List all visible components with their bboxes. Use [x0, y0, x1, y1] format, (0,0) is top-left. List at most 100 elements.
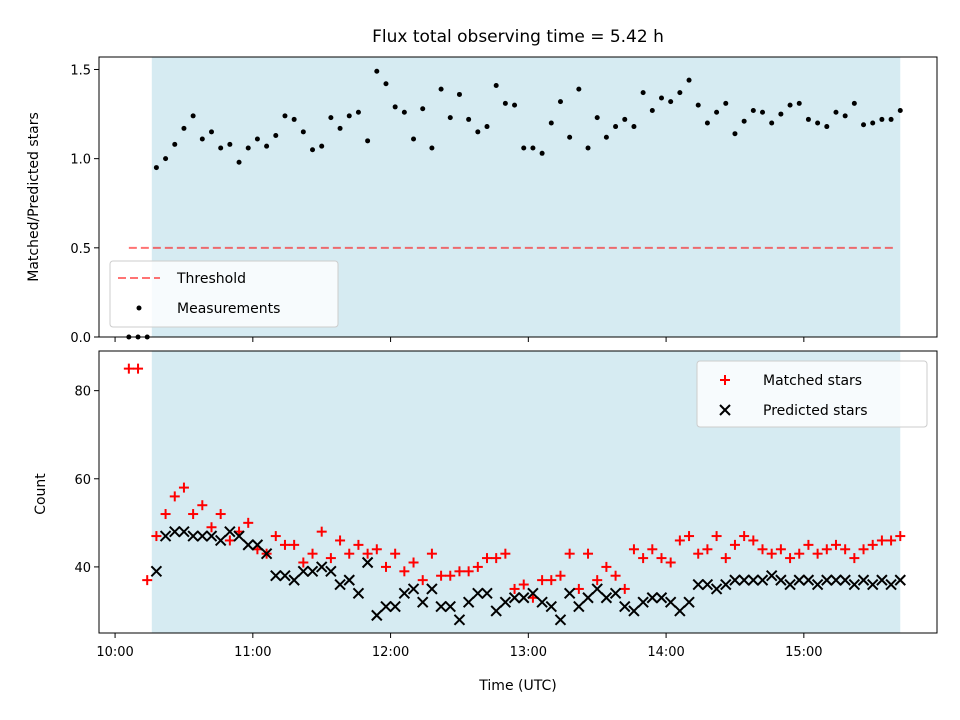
predicted-star-point	[793, 574, 805, 586]
predicted-star-point	[288, 574, 300, 586]
matched-star-point	[224, 535, 235, 546]
predicted-star-point	[169, 525, 181, 538]
predicted-star-point	[573, 600, 585, 613]
bottom-panel: 40 60 80 10:00 11:00 12:00 13:00 14:00 15:00 Co…	[33, 350, 938, 694]
matched-star-point	[684, 531, 695, 542]
measurement-point	[392, 104, 398, 110]
predicted-star-point	[490, 605, 502, 617]
bottom-axes-frame	[98, 350, 938, 634]
matched-star-point	[583, 548, 594, 559]
predicted-star-point	[729, 574, 741, 586]
predicted-star-point	[600, 592, 613, 604]
matched-star-point	[344, 548, 355, 559]
matched-star-point	[123, 363, 134, 374]
matched-star-point	[362, 548, 373, 559]
predicted-star-point	[380, 600, 392, 613]
matched-star-point	[243, 517, 254, 528]
measurement-point	[254, 136, 260, 142]
measurement-point	[447, 115, 453, 121]
measurement-point	[319, 143, 325, 149]
matched-star-point	[463, 566, 474, 577]
measurement-point	[704, 120, 710, 126]
top-y-tick-label: 0.5	[70, 242, 91, 257]
measurement-point	[567, 134, 573, 140]
measurement-point	[805, 116, 811, 122]
matched-star-point	[399, 566, 410, 577]
predicted-star-point	[196, 530, 209, 542]
measurement-point	[264, 143, 270, 149]
predicted-star-point	[830, 574, 842, 586]
matched-star-point	[858, 544, 869, 555]
measurement-point	[622, 116, 628, 122]
matched-star-point	[426, 548, 437, 559]
bottom-x-tick-label: 14:00	[647, 645, 684, 660]
predicted-star-point	[453, 614, 466, 626]
matched-star-point	[169, 491, 180, 502]
measurement-point	[153, 165, 159, 171]
matched-star-point	[876, 535, 887, 546]
matched-star-point	[886, 535, 897, 546]
measurement-point	[383, 81, 389, 87]
measurement-point	[310, 147, 316, 153]
predicted-star-point	[472, 587, 484, 600]
matched-star-point	[693, 548, 704, 559]
matched-star-point	[436, 570, 447, 581]
measurement-point	[576, 86, 582, 92]
measurement-point	[557, 99, 563, 105]
predicted-star-point	[279, 570, 291, 582]
matched-star-point	[417, 575, 428, 586]
matched-star-point	[215, 509, 226, 520]
predicted-star-point	[747, 574, 760, 586]
predicted-star-point	[444, 600, 456, 613]
predicted-star-point	[692, 578, 704, 591]
matched-star-point	[665, 557, 676, 568]
predicted-star-point	[435, 600, 447, 613]
matched-star-point	[307, 548, 318, 559]
predicted-star-point	[518, 592, 530, 604]
measurement-point	[750, 108, 756, 114]
predicted-star-point	[563, 587, 576, 600]
predicted-star-point	[756, 574, 769, 586]
measurement-point	[208, 129, 214, 135]
measurement-point	[190, 113, 196, 119]
measurement-point	[778, 111, 784, 117]
matched-star-point	[610, 570, 621, 581]
predicted-star-point	[481, 587, 493, 600]
measurement-point	[374, 68, 380, 74]
measurement-point	[787, 102, 793, 108]
measurement-point	[668, 99, 674, 105]
matched-star-point	[647, 544, 658, 555]
top-x-ticks	[114, 337, 805, 342]
measurement-point	[796, 100, 802, 106]
matched-star-point	[546, 575, 557, 586]
measurement-point	[686, 77, 692, 83]
measurement-point	[172, 141, 178, 147]
bottom-x-tick-label: 13:00	[510, 645, 547, 660]
predicted-star-point	[214, 534, 227, 547]
matched-star-point	[785, 553, 796, 564]
measurement-point	[594, 115, 600, 121]
measurement-point	[695, 102, 701, 108]
matched-star-point	[454, 566, 465, 577]
predicted-star-point	[407, 583, 420, 595]
top-y-tick-label: 1.0	[70, 153, 91, 168]
matched-star-point	[895, 531, 906, 542]
measurement-point	[493, 83, 499, 89]
measurement-point	[218, 145, 224, 151]
top-y-tick-label: 0.0	[70, 331, 91, 346]
predicted-star-point	[187, 530, 199, 542]
measurement-point	[365, 138, 371, 144]
matched-star-point	[757, 544, 768, 555]
bottom-y-tick-label: 40	[74, 561, 91, 576]
matched-star-point	[491, 553, 502, 564]
matched-star-point	[178, 482, 189, 493]
threshold-legend-label: Threshold	[176, 271, 246, 287]
matched-star-point	[197, 500, 208, 511]
predicted-star-point	[159, 530, 172, 542]
matched-star-point	[592, 575, 603, 586]
matched-star-point	[601, 561, 612, 572]
predicted-star-point	[738, 574, 750, 586]
bottom-x-tick-label: 10:00	[96, 645, 133, 660]
predicted-star-point	[270, 570, 282, 582]
measurement-point	[199, 136, 205, 142]
